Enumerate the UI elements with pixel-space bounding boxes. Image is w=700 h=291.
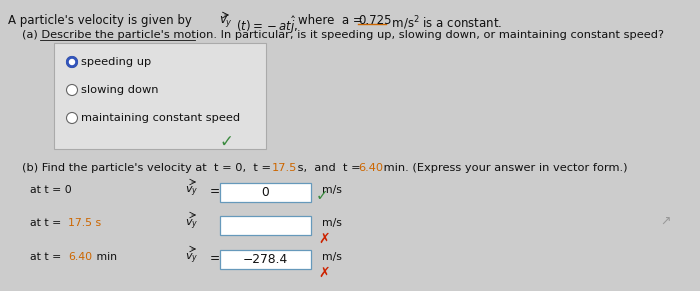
Text: s,  and  t =: s, and t =: [294, 163, 364, 173]
FancyBboxPatch shape: [220, 216, 311, 235]
Text: speeding up: speeding up: [81, 57, 151, 67]
FancyBboxPatch shape: [220, 182, 311, 201]
Text: −278.4: −278.4: [242, 253, 288, 266]
Text: m/s$^2$ is a constant.: m/s$^2$ is a constant.: [388, 14, 503, 32]
Circle shape: [66, 56, 78, 68]
Text: 17.5 s: 17.5 s: [68, 218, 101, 228]
Text: ✗: ✗: [318, 232, 330, 246]
Text: ✓: ✓: [220, 133, 234, 151]
Text: $v_y$: $v_y$: [185, 218, 198, 233]
Text: at t =: at t =: [30, 218, 64, 228]
Text: 6.40: 6.40: [358, 163, 383, 173]
Text: where  a =: where a =: [298, 14, 367, 27]
Text: m/s: m/s: [322, 185, 342, 195]
Text: 0: 0: [261, 186, 269, 199]
Text: ↗: ↗: [660, 215, 671, 228]
Text: m/s: m/s: [322, 218, 342, 228]
Text: 17.5: 17.5: [272, 163, 298, 173]
Text: min. (Express your answer in vector form.): min. (Express your answer in vector form…: [380, 163, 627, 173]
Text: $v_y$: $v_y$: [185, 252, 198, 266]
FancyBboxPatch shape: [54, 43, 266, 149]
Text: =: =: [210, 252, 220, 265]
Circle shape: [69, 59, 74, 65]
Text: (b) Find the particle's velocity at  t = 0,  t =: (b) Find the particle's velocity at t = …: [22, 163, 274, 173]
Text: =: =: [210, 185, 220, 198]
Text: 0.725: 0.725: [358, 14, 391, 27]
Text: m/s: m/s: [322, 252, 342, 262]
Text: (a) Describe the particle's motion. In particular, is it speeding up, slowing do: (a) Describe the particle's motion. In p…: [22, 30, 664, 40]
Text: $v_y$: $v_y$: [185, 185, 198, 199]
Text: $v_y$: $v_y$: [219, 14, 233, 29]
Text: ✓: ✓: [316, 188, 329, 203]
Text: slowing down: slowing down: [81, 85, 158, 95]
Circle shape: [66, 84, 78, 95]
Text: at t =: at t =: [30, 252, 64, 262]
Text: maintaining constant speed: maintaining constant speed: [81, 113, 240, 123]
Text: ✗: ✗: [318, 266, 330, 280]
Text: at t = 0: at t = 0: [30, 185, 71, 195]
FancyBboxPatch shape: [220, 249, 311, 269]
Text: $(t) = -at\hat{j},$: $(t) = -at\hat{j},$: [236, 14, 298, 36]
Text: 6.40: 6.40: [68, 252, 92, 262]
Circle shape: [66, 56, 78, 68]
Text: A particle's velocity is given by: A particle's velocity is given by: [8, 14, 195, 27]
Circle shape: [66, 113, 78, 123]
Text: min: min: [93, 252, 117, 262]
